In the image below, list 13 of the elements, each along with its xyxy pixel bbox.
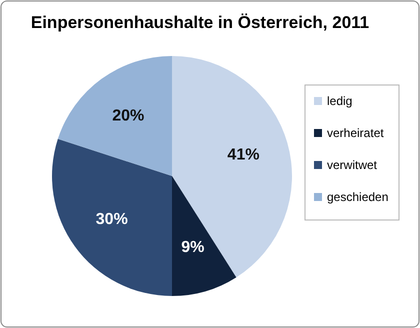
- legend-label: geschieden: [327, 190, 388, 204]
- pie-slice: [172, 56, 292, 278]
- pie-slice: [52, 138, 172, 296]
- legend-label: verwitwet: [327, 158, 378, 172]
- legend-label: ledig: [327, 94, 352, 108]
- data-label: 20%: [112, 107, 144, 124]
- legend-label: verheiratet: [327, 126, 384, 140]
- data-label: 9%: [181, 238, 204, 256]
- pie-slice: [58, 56, 172, 176]
- pie-slice: [172, 176, 236, 296]
- data-label: 41%: [227, 146, 260, 164]
- data-label: 30%: [96, 211, 128, 228]
- chart-title: Einpersonenhaushalte in Österreich, 2011: [30, 13, 370, 32]
